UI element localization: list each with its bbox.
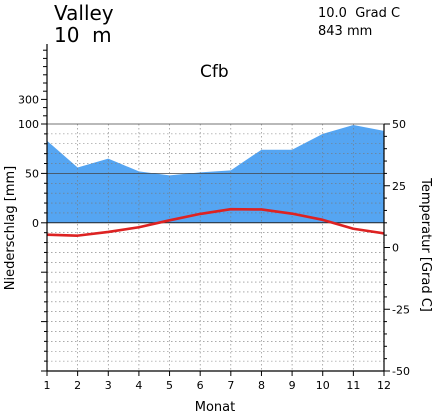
climate-class: Cfb <box>200 62 229 82</box>
precipitation-area <box>47 124 384 223</box>
y-right-tick-label: -50 <box>392 365 410 378</box>
x-tick-label: 5 <box>166 379 173 392</box>
x-tick-label: 7 <box>227 379 234 392</box>
x-tick-label: 12 <box>377 379 391 392</box>
x-axis-title: Monat <box>195 400 235 415</box>
y-left-tick-label: 0 <box>32 217 39 230</box>
y-left-tick-label: 50 <box>25 167 39 180</box>
station-elevation: 10 m <box>54 23 112 47</box>
y-left-tick-label: 100 <box>18 118 39 131</box>
precipitation-layer <box>47 124 384 223</box>
x-tick-label: 9 <box>289 379 296 392</box>
x-tick-label: 11 <box>346 379 360 392</box>
mean-temperature: 10.0 Grad C <box>318 6 400 21</box>
x-tick-label: 6 <box>197 379 204 392</box>
y-axis-left-title: Niederschlag [mm] <box>3 166 18 291</box>
y-right-tick-label: 0 <box>392 242 399 255</box>
y-right-tick-label: 25 <box>392 180 406 193</box>
x-tick-label: 2 <box>74 379 81 392</box>
x-tick-label: 3 <box>105 379 112 392</box>
y-axis-right-title: Temperatur [Grad C] <box>418 177 433 312</box>
temperature-layer <box>46 207 385 237</box>
x-tick-label: 4 <box>135 379 142 392</box>
y-right-tick-label: 50 <box>392 118 406 131</box>
x-tick-label: 1 <box>44 379 51 392</box>
x-tick-label: 10 <box>316 379 330 392</box>
station-name: Valley <box>54 1 114 25</box>
y-right-tick-label: -25 <box>392 303 410 316</box>
temperature-line <box>46 207 385 237</box>
y-left-upper-tick-label: 300 <box>18 93 39 106</box>
x-tick-label: 8 <box>258 379 265 392</box>
annual-precipitation: 843 mm <box>318 24 372 39</box>
grid-layer <box>47 123 384 371</box>
